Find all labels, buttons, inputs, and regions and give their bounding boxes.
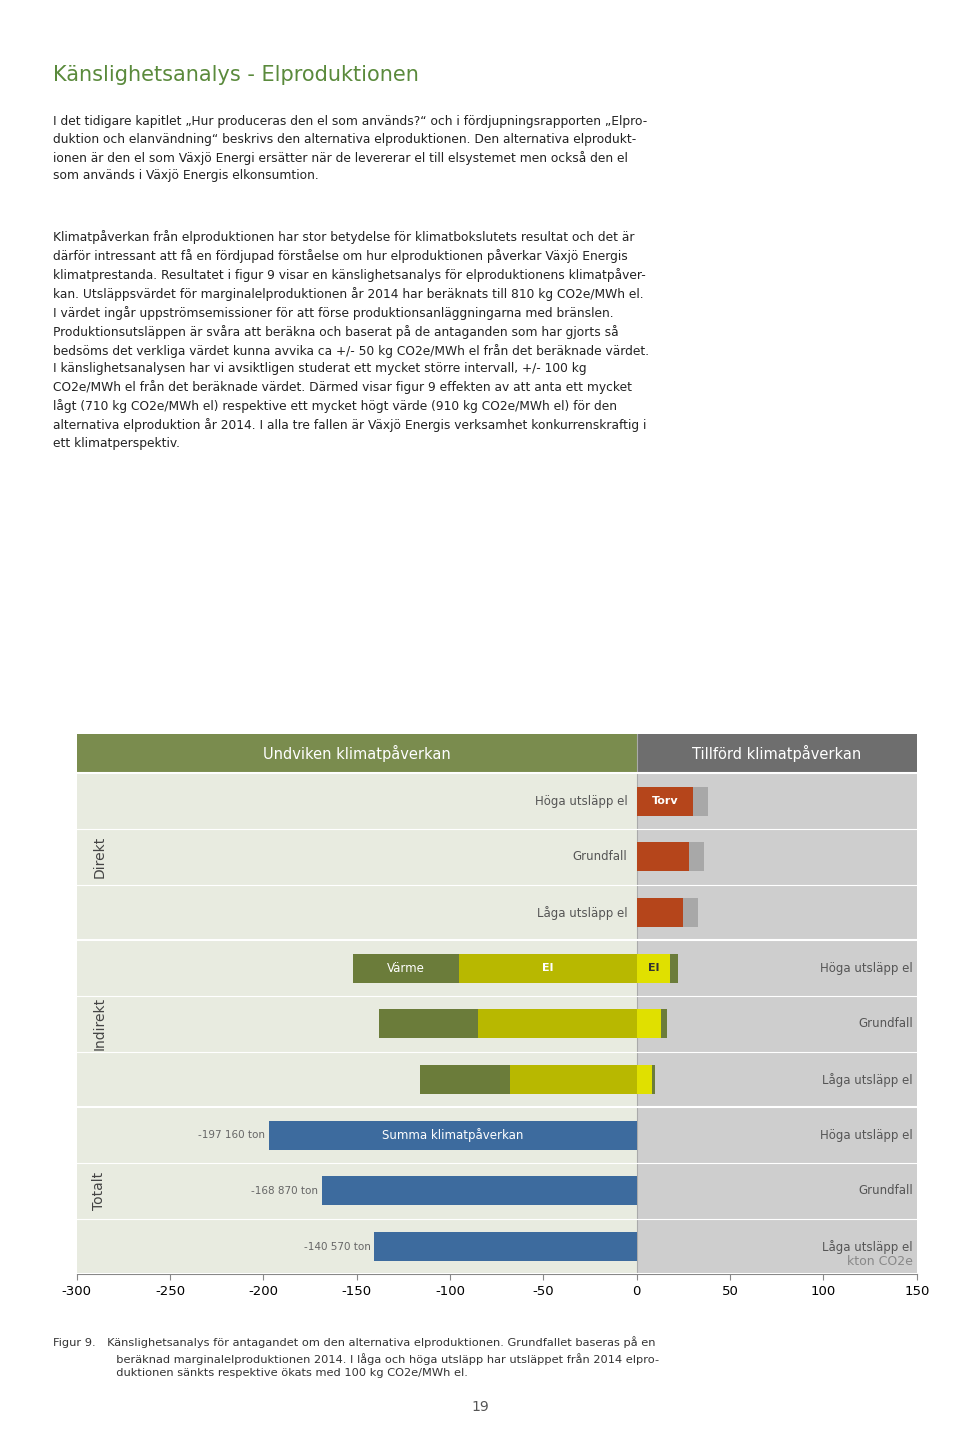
- Bar: [478, 1009, 636, 1038]
- Bar: [420, 1066, 510, 1094]
- Text: Totalt: Totalt: [92, 1172, 107, 1210]
- Text: Grundfall: Grundfall: [573, 851, 628, 864]
- Text: Direkt: Direkt: [92, 835, 107, 878]
- Text: El: El: [542, 963, 554, 973]
- Text: Låga utsläpp el: Låga utsläpp el: [537, 906, 628, 920]
- Bar: [636, 953, 670, 982]
- Text: kton CO2e: kton CO2e: [847, 1254, 913, 1267]
- Bar: [636, 899, 684, 927]
- Bar: [636, 1066, 652, 1094]
- Bar: [269, 1120, 636, 1149]
- Bar: [636, 786, 693, 815]
- Text: Höga utsläpp el: Höga utsläpp el: [820, 1129, 913, 1142]
- Text: -168 870 ton: -168 870 ton: [251, 1187, 318, 1195]
- Text: Höga utsläpp el: Höga utsläpp el: [820, 962, 913, 975]
- Text: Klimatpåverkan från elproduktionen har stor betydelse för klimatbokslutets resul: Klimatpåverkan från elproduktionen har s…: [53, 230, 649, 449]
- Text: -197 160 ton: -197 160 ton: [198, 1130, 265, 1140]
- Text: Känslighetsanalys - Elproduktionen: Känslighetsanalys - Elproduktionen: [53, 65, 419, 85]
- Text: -140 570 ton: -140 570 ton: [303, 1241, 371, 1251]
- Text: Tillförd klimatpåverkan: Tillförd klimatpåverkan: [692, 746, 861, 762]
- Text: Torv: Torv: [652, 796, 678, 806]
- Text: Höga utsläpp el: Höga utsläpp el: [535, 795, 628, 808]
- Bar: [661, 1009, 666, 1038]
- Text: Indirekt: Indirekt: [92, 998, 107, 1050]
- Text: Låga utsläpp el: Låga utsläpp el: [823, 1240, 913, 1254]
- Bar: [689, 842, 704, 871]
- Bar: [636, 734, 917, 773]
- Text: Figur 9.  Känslighetsanalys för antagandet om den alternativa elproduktionen. Gr: Figur 9. Känslighetsanalys för antagande…: [53, 1336, 659, 1378]
- Text: 19: 19: [471, 1400, 489, 1414]
- Text: Summa klimatpåverkan: Summa klimatpåverkan: [382, 1129, 523, 1142]
- Bar: [636, 773, 917, 940]
- Bar: [652, 1066, 656, 1094]
- Bar: [636, 940, 917, 1107]
- Bar: [374, 1233, 636, 1261]
- Bar: [510, 1066, 636, 1094]
- Bar: [693, 786, 708, 815]
- Text: Grundfall: Grundfall: [858, 1184, 913, 1198]
- Bar: [636, 1009, 661, 1038]
- Text: Grundfall: Grundfall: [858, 1018, 913, 1031]
- Bar: [353, 953, 460, 982]
- Bar: [77, 734, 636, 773]
- Bar: [684, 899, 698, 927]
- Bar: [77, 773, 636, 940]
- Bar: [379, 1009, 478, 1038]
- Text: El: El: [648, 963, 660, 973]
- Text: Låga utsläpp el: Låga utsläpp el: [823, 1073, 913, 1087]
- Text: Undviken klimatpåverkan: Undviken klimatpåverkan: [263, 746, 450, 762]
- Bar: [322, 1176, 636, 1205]
- Text: I det tidigare kapitlet „Hur produceras den el som används?“ och i fördjupningsr: I det tidigare kapitlet „Hur produceras …: [53, 115, 647, 181]
- Bar: [636, 1107, 917, 1274]
- Bar: [77, 1107, 636, 1274]
- Bar: [460, 953, 636, 982]
- Text: Värme: Värme: [387, 962, 425, 975]
- Bar: [636, 842, 689, 871]
- Bar: [670, 953, 678, 982]
- Bar: [77, 940, 636, 1107]
